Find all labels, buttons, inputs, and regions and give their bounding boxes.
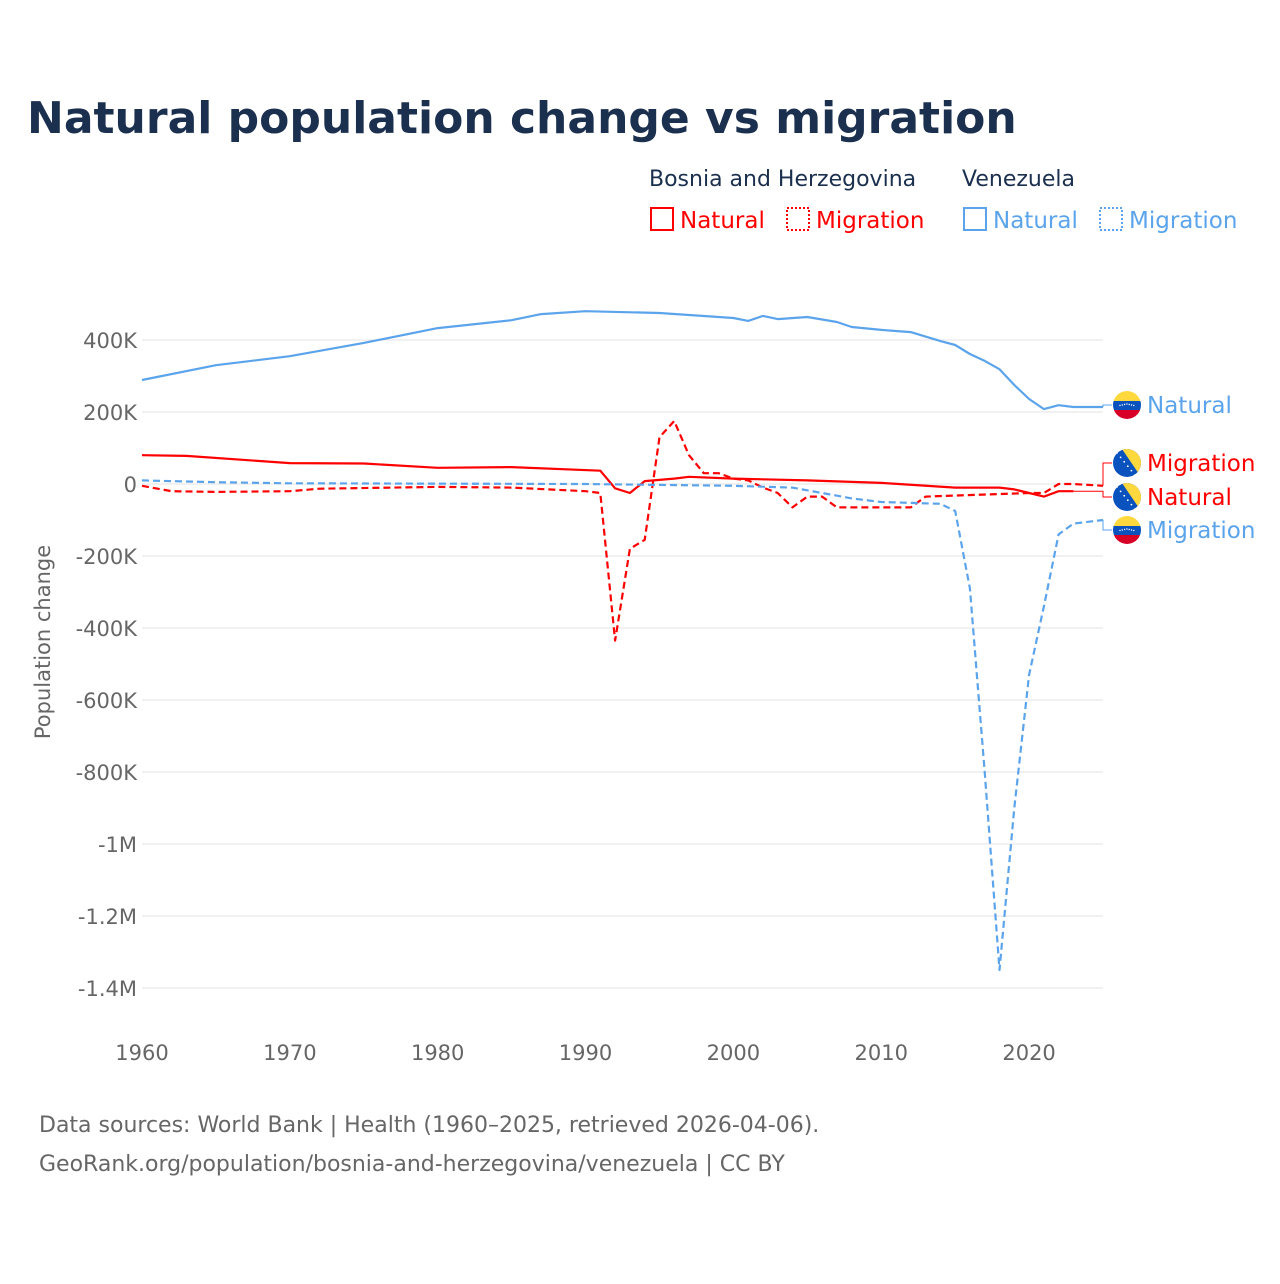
y-axis-label: Population change — [31, 545, 55, 739]
legend-swatch — [963, 207, 987, 231]
label-connector — [1102, 404, 1112, 407]
y-tick-label: -1.2M — [78, 905, 137, 929]
end-label-bosnia-and-herzegovina-migration: Migration — [1147, 451, 1255, 477]
end-label-venezuela-natural: Natural — [1147, 393, 1232, 419]
legend-label: Natural — [993, 208, 1078, 234]
legend-label: Natural — [680, 208, 765, 234]
legend-group-venezuela: Venezuela — [962, 167, 1075, 192]
end-label-venezuela-migration: Migration — [1147, 518, 1255, 544]
legend-group-bosnia: Bosnia and Herzegovina — [649, 167, 916, 192]
y-tick-label: -400K — [76, 617, 139, 641]
y-axis-ticks: 400K 200K 0 -200K -400K -600K -800K -1M -1.2M -1.… — [76, 329, 139, 1001]
legend-item-bosnia-migration[interactable]: Migration — [786, 207, 924, 234]
chart-title: Natural population change vs migration — [27, 93, 1017, 144]
y-tick-label: 0 — [124, 473, 137, 497]
x-tick-label: 1960 — [115, 1041, 168, 1065]
legend-swatch — [650, 207, 674, 231]
label-connector — [1102, 462, 1112, 486]
x-tick-label: 1970 — [263, 1041, 316, 1065]
end-label-bosnia-and-herzegovina-natural: Natural — [1147, 485, 1232, 511]
legend-label: Migration — [816, 208, 924, 234]
series-line-venezuela-migration[interactable] — [141, 479, 1104, 972]
y-tick-label: -600K — [76, 689, 139, 713]
series-lines — [141, 310, 1104, 972]
y-tick-label: -800K — [76, 761, 139, 785]
series-line-venezuela-natural[interactable] — [141, 310, 1103, 411]
x-tick-label: 2010 — [855, 1041, 908, 1065]
x-tick-label: 1980 — [411, 1041, 464, 1065]
series-line-bosnia-and-herzegovina-natural[interactable] — [141, 454, 1074, 498]
bosnia-flag-icon — [1113, 449, 1141, 477]
gridlines — [142, 339, 1103, 989]
x-tick-label: 1990 — [559, 1041, 612, 1065]
legend-item-venezuela-migration[interactable]: Migration — [1099, 207, 1237, 234]
legend-swatch — [786, 207, 810, 231]
x-axis-ticks: 1960 1970 1980 1990 2000 2010 2020 — [115, 1041, 1056, 1065]
label-connector — [1102, 520, 1112, 531]
legend-item-bosnia-natural[interactable]: Natural — [650, 207, 765, 234]
venezuela-flag-icon — [1113, 516, 1141, 544]
legend: Bosnia and Herzegovina Venezuela Natural… — [649, 167, 1237, 234]
legend-label: Migration — [1129, 208, 1237, 234]
bosnia-flag-icon — [1113, 483, 1141, 511]
label-connector — [1073, 490, 1112, 498]
y-tick-label: 400K — [83, 329, 138, 353]
legend-item-venezuela-natural[interactable]: Natural — [963, 207, 1078, 234]
legend-swatch — [1099, 207, 1123, 231]
end-labels: Natural Migration Natural Migration — [1073, 391, 1255, 544]
y-tick-label: -1.4M — [78, 977, 137, 1001]
series-line-bosnia-and-herzegovina-migration[interactable] — [141, 419, 1104, 642]
y-tick-label: -200K — [76, 545, 139, 569]
x-tick-label: 2020 — [1002, 1041, 1055, 1065]
footer-sources: Data sources: World Bank | Health (1960–… — [39, 1113, 819, 1138]
venezuela-flag-icon — [1113, 391, 1141, 419]
y-tick-label: 200K — [83, 401, 138, 425]
x-tick-label: 2000 — [707, 1041, 760, 1065]
y-tick-label: -1M — [98, 833, 137, 857]
footer-link[interactable]: GeoRank.org/population/bosnia-and-herzeg… — [39, 1152, 785, 1177]
